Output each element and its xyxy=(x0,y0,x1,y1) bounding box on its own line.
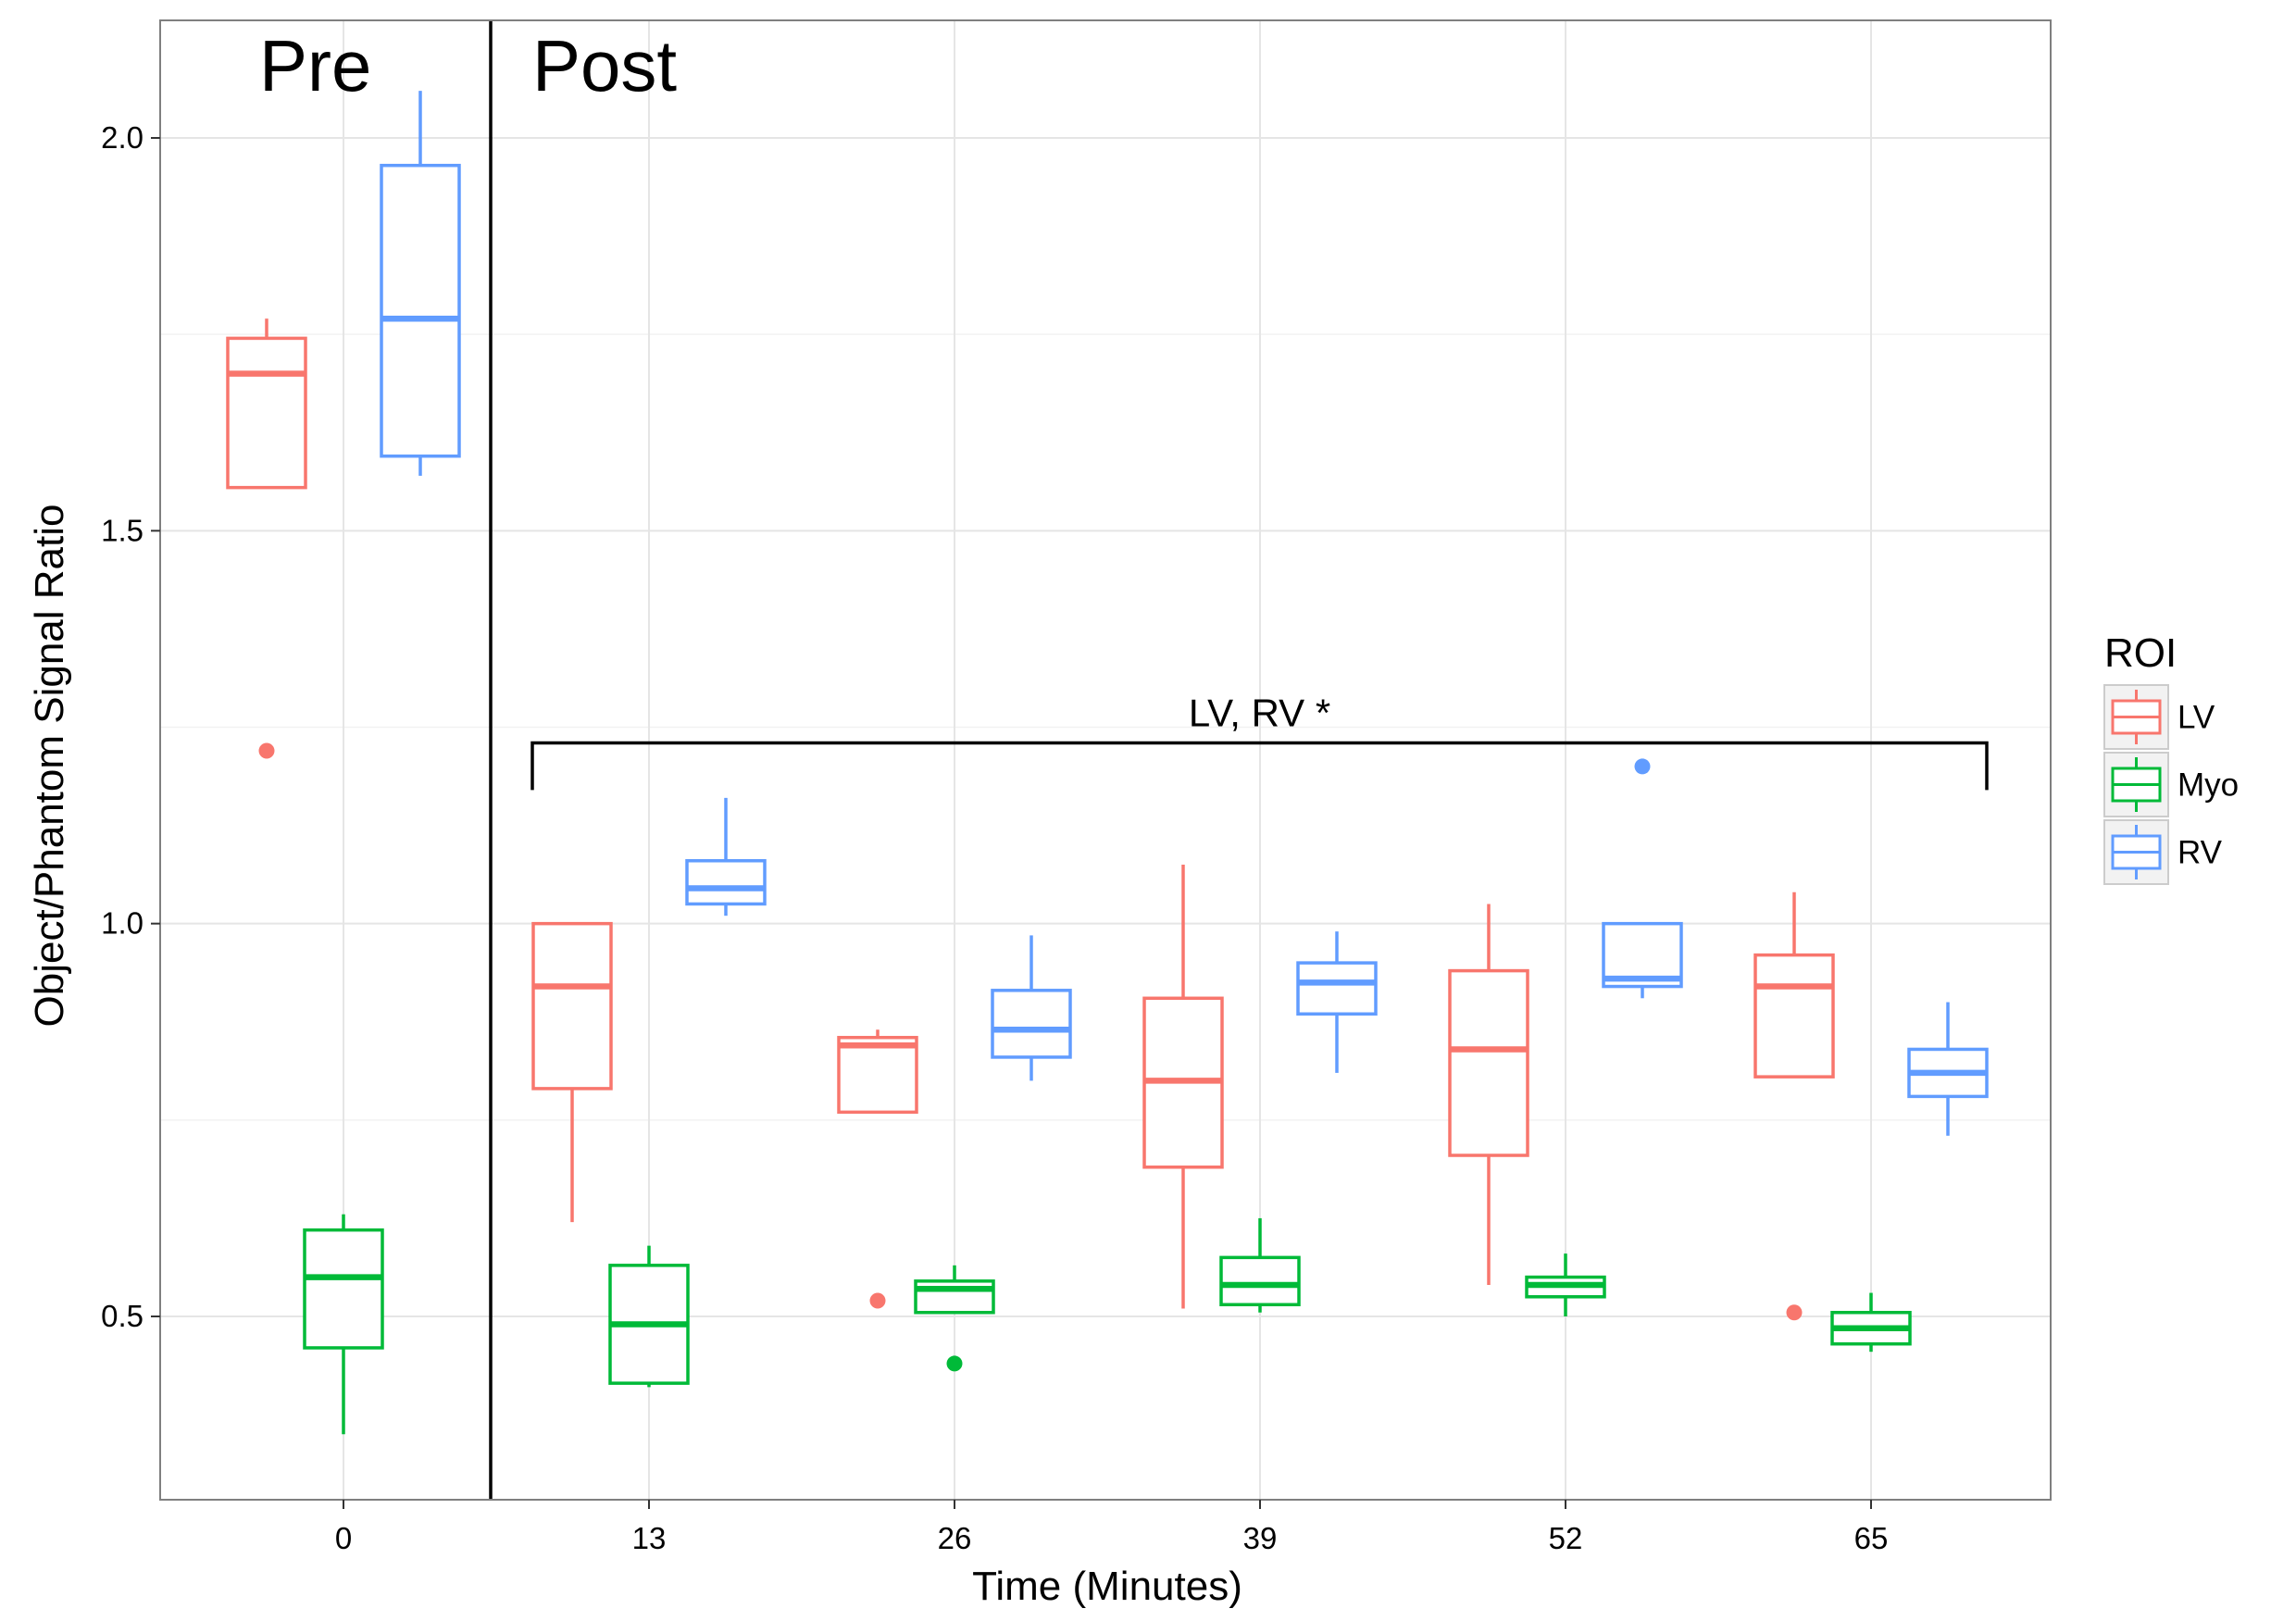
box-rv-65 xyxy=(1907,1002,1989,1136)
box-rv-52 xyxy=(1602,758,1683,999)
legend-label: Myo xyxy=(2177,767,2239,804)
box-myo-0 xyxy=(303,1214,384,1435)
y-axis: 0.5 1.0 1.5 2.0 xyxy=(101,120,160,1333)
significance-bracket xyxy=(530,741,1989,791)
box-iqr xyxy=(226,336,307,490)
x-tick-label: 65 xyxy=(1854,1521,1889,1555)
y-tick-label: 1.5 xyxy=(101,513,144,547)
box-iqr xyxy=(1219,1255,1301,1307)
box-iqr xyxy=(1296,961,1378,1016)
x-tick-label: 26 xyxy=(938,1521,972,1555)
post-label: Post xyxy=(532,25,677,106)
legend-label: LV xyxy=(2177,700,2215,736)
legend-item-myo: Myo xyxy=(2103,752,2239,817)
x-tick-label: 39 xyxy=(1243,1521,1278,1555)
legend-item-rv: RV xyxy=(2103,819,2223,885)
outlier-point xyxy=(946,1355,963,1372)
box-rv-13 xyxy=(685,797,767,916)
box-iqr xyxy=(1753,953,1835,1079)
box-iqr xyxy=(914,1279,995,1315)
legend-item-lv: LV xyxy=(2103,684,2215,750)
box-iqr xyxy=(685,859,767,906)
box-iqr xyxy=(1448,968,1529,1157)
box-myo-26 xyxy=(914,1265,995,1372)
x-tick-label: 0 xyxy=(335,1521,352,1555)
x-tick-label: 52 xyxy=(1549,1521,1583,1555)
box-myo-52 xyxy=(1525,1253,1606,1316)
annotation-layer: Pre Post LV, RV * xyxy=(259,20,1989,1500)
box-lv-52 xyxy=(1448,904,1529,1286)
outlier-point xyxy=(258,742,275,759)
legend-title: ROI xyxy=(2104,630,2177,676)
boxes-layer xyxy=(226,91,1989,1435)
panel-border xyxy=(159,19,2052,1501)
box-iqr xyxy=(991,989,1072,1059)
box-lv-26 xyxy=(837,1029,918,1309)
box-iqr xyxy=(380,163,461,458)
box-rv-0 xyxy=(380,91,461,476)
box-rv-39 xyxy=(1296,931,1378,1073)
box-iqr xyxy=(837,1035,918,1115)
box-lv-13 xyxy=(531,921,613,1223)
outlier-point xyxy=(1634,758,1651,775)
box-myo-39 xyxy=(1219,1217,1301,1313)
box-iqr xyxy=(303,1228,384,1350)
outlier-point xyxy=(1786,1304,1803,1321)
pre-label: Pre xyxy=(259,25,371,106)
outlier-point xyxy=(869,1292,886,1309)
box-myo-13 xyxy=(608,1245,690,1388)
box-lv-65 xyxy=(1753,892,1835,1321)
y-tick-label: 1.0 xyxy=(101,906,144,941)
box-lv-39 xyxy=(1142,865,1224,1309)
x-axis: 0 13 26 39 52 65 xyxy=(335,1500,1889,1555)
box-myo-65 xyxy=(1830,1292,1912,1353)
legend: ROI LV Myo RV xyxy=(2103,630,2239,885)
x-axis-title: Time (Minutes) xyxy=(972,1564,1242,1609)
significance-label: LV, RV * xyxy=(1189,691,1330,734)
legend-label: RV xyxy=(2177,835,2223,871)
y-tick-label: 2.0 xyxy=(101,120,144,155)
box-iqr xyxy=(531,921,613,1091)
panel-background xyxy=(160,20,2051,1500)
y-tick-label: 0.5 xyxy=(101,1299,144,1333)
box-rv-26 xyxy=(991,935,1072,1081)
y-axis-title: Object/Phantom Signal Ratio xyxy=(27,505,72,1028)
grid-layer xyxy=(160,20,2051,1500)
box-lv-0 xyxy=(226,318,307,759)
x-tick-label: 13 xyxy=(632,1521,667,1555)
